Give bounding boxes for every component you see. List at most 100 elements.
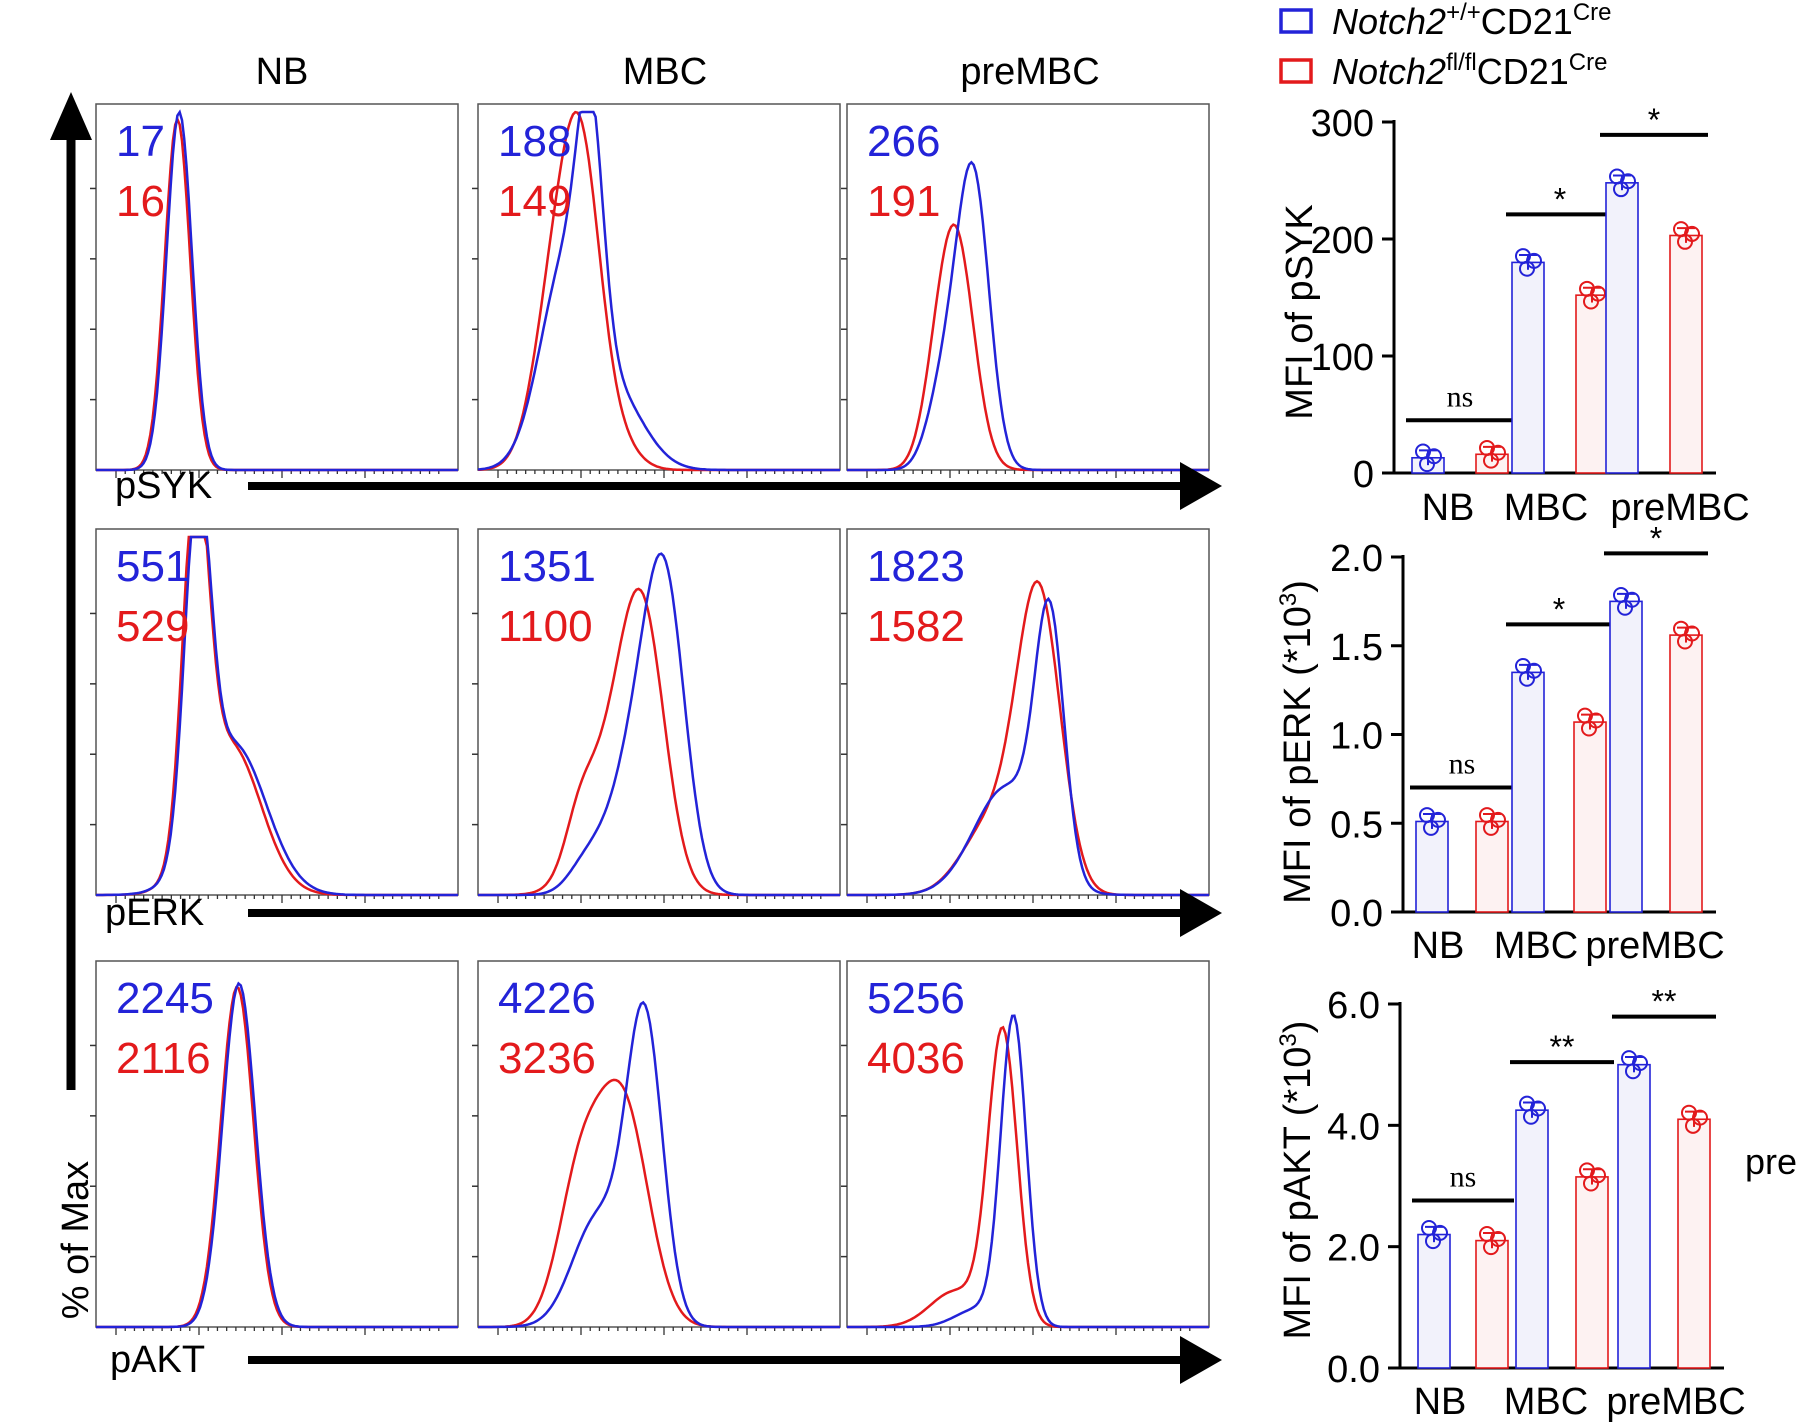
mfi-value-wt: 5256 xyxy=(867,974,965,1023)
histogram-curve-wt xyxy=(478,552,840,897)
data-point xyxy=(1583,293,1599,310)
y-tick-label: 100 xyxy=(1311,337,1374,379)
x-category-label: NB xyxy=(1414,1381,1467,1423)
x-axis-arrowhead xyxy=(1180,462,1222,510)
x-category-label: MBC xyxy=(1504,1381,1588,1423)
data-point xyxy=(1483,452,1499,469)
significance-label: ** xyxy=(1652,984,1677,1020)
y-tick-label: 300 xyxy=(1311,103,1374,145)
histogram-curve-wt xyxy=(847,160,1209,472)
significance-label: ns xyxy=(1449,747,1476,780)
histogram-curve-wt xyxy=(847,1014,1209,1329)
bar xyxy=(1515,1109,1549,1369)
significance-label: * xyxy=(1650,520,1662,556)
bar xyxy=(1475,1239,1509,1369)
y-axis-title: MFI of pAKT (*103) xyxy=(1275,1021,1319,1340)
data-point xyxy=(1685,1117,1701,1134)
x-category-label: preMBC xyxy=(1610,487,1749,529)
histogram-curve-wt xyxy=(96,535,458,897)
histogram-frame xyxy=(846,960,1210,1328)
bar xyxy=(1573,721,1607,913)
y-axis-label: % of Max xyxy=(55,1161,97,1319)
data-point xyxy=(1677,633,1693,650)
y-axis-arrowhead xyxy=(50,92,92,140)
bar xyxy=(1417,1233,1451,1369)
mfi-value-ko: 149 xyxy=(498,177,571,226)
mfi-value-wt: 4226 xyxy=(498,974,596,1023)
histogram-frame xyxy=(95,960,459,1328)
legend-swatch xyxy=(1279,8,1313,34)
data-point xyxy=(1677,233,1693,250)
histogram-curve-ko xyxy=(478,1078,840,1329)
data-point xyxy=(1613,181,1629,198)
bar xyxy=(1575,1176,1609,1369)
legend-swatch xyxy=(1279,58,1313,84)
y-tick-label: 0.5 xyxy=(1330,804,1383,846)
significance-label: ns xyxy=(1450,1161,1477,1194)
data-point xyxy=(1425,1233,1441,1250)
y-tick-label: 2.0 xyxy=(1327,1228,1380,1270)
x-category-label: NB xyxy=(1412,925,1465,967)
x-category-label: preMBC xyxy=(1606,1381,1745,1423)
hist-column-label: preMBC xyxy=(960,51,1099,93)
x-category-label: MBC xyxy=(1504,487,1588,529)
x-category-label: preMBC xyxy=(1585,925,1724,967)
histogram-curve-wt xyxy=(477,110,840,472)
mfi-value-ko: 3236 xyxy=(498,1034,596,1083)
mfi-value-wt: 551 xyxy=(116,542,189,591)
mfi-value-ko: 4036 xyxy=(867,1034,965,1083)
x-category-label: MBC xyxy=(1494,925,1578,967)
bar-chart-panel: 0.0 0.5 1.0 1.5 2.0 MFI of pERK (*103) ns NB * MB… xyxy=(1275,520,1725,967)
significance-label: * xyxy=(1554,181,1566,217)
y-axis-title: MFI of pERK (*103) xyxy=(1275,580,1319,904)
bar xyxy=(1605,182,1639,474)
legend-label: Notch2fl/flCD21Cre xyxy=(1332,49,1607,92)
histogram-panel: 1823 1582 xyxy=(841,528,1210,903)
mfi-value-ko: 16 xyxy=(116,177,165,226)
y-tick-label: 1.5 xyxy=(1330,627,1383,669)
data-point xyxy=(1419,456,1435,473)
data-point xyxy=(1581,720,1597,737)
marker-label: pAKT xyxy=(110,1339,205,1381)
y-tick-label: 1.0 xyxy=(1330,716,1383,758)
bar xyxy=(1511,261,1545,474)
histogram-curve-wt xyxy=(478,1000,840,1329)
data-point xyxy=(1423,819,1439,836)
bar xyxy=(1617,1063,1651,1369)
data-point xyxy=(1483,819,1499,836)
mfi-value-ko: 191 xyxy=(867,177,940,226)
histogram-curve-wt xyxy=(96,109,458,472)
histogram-frame xyxy=(477,528,841,896)
mfi-value-ko: 1582 xyxy=(867,602,965,651)
histogram-curve-ko xyxy=(96,115,458,472)
mfi-value-wt: 1823 xyxy=(867,542,965,591)
histogram-frame xyxy=(846,528,1210,896)
bar xyxy=(1575,294,1609,474)
y-tick-label: 200 xyxy=(1311,220,1374,262)
bar xyxy=(1669,234,1703,474)
marker-label: pERK xyxy=(105,892,204,934)
data-point xyxy=(1617,599,1633,616)
histogram-panel: 1351 1100 xyxy=(472,528,841,903)
histogram-panel: 5256 4036 xyxy=(841,960,1210,1335)
data-point xyxy=(1519,670,1535,687)
mfi-value-ko: 1100 xyxy=(498,602,593,651)
histogram-frame xyxy=(95,528,459,896)
mfi-value-ko: 2116 xyxy=(116,1034,211,1083)
y-axis-title: MFI of pSYK xyxy=(1279,204,1321,419)
y-tick-label: 0.0 xyxy=(1330,893,1383,935)
bar xyxy=(1669,634,1703,913)
mfi-value-ko: 529 xyxy=(116,602,189,651)
histogram-panel: 4226 3236 xyxy=(472,960,841,1335)
mfi-value-wt: 266 xyxy=(867,117,940,166)
data-point xyxy=(1483,1239,1499,1256)
mfi-value-wt: 1351 xyxy=(498,542,596,591)
mfi-value-wt: 2245 xyxy=(116,974,214,1023)
histogram-frame xyxy=(477,103,841,471)
histogram-curve-ko xyxy=(847,223,1209,472)
bar xyxy=(1475,820,1509,913)
data-point xyxy=(1523,1108,1539,1125)
